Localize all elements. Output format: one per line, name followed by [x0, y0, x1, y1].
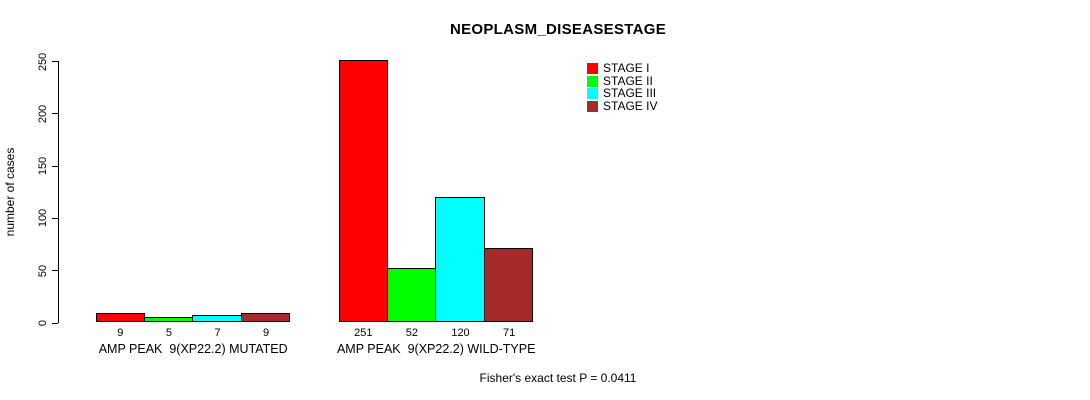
bar-stage-iii-amp-peak-9-xp22-2-wild-type [435, 196, 485, 323]
bar-stage-iii-amp-peak-9-xp22-2-mutated [192, 315, 242, 323]
y-axis-tick-250 [52, 61, 58, 62]
legend-label-stage-iv: STAGE IV [603, 99, 658, 114]
y-axis-tick-0 [52, 322, 58, 324]
legend-swatch-stage-iii [587, 88, 598, 100]
legend-item-stage-ii: STAGE II [587, 73, 657, 88]
legend: STAGE I STAGE II STAGE III STAGE IV [587, 62, 657, 113]
y-axis-tick-150 [52, 165, 58, 167]
y-axis-tick-label-100: 100 [37, 209, 49, 228]
bar-value-label-stage-iii-amp-peak-9-xp22-2-wild-type: 120 [451, 327, 470, 339]
y-axis-tick-100 [52, 217, 58, 219]
y-axis-tick-label-0: 0 [37, 319, 49, 327]
y-axis-label: number of cases [3, 147, 17, 237]
bar-stage-iv-amp-peak-9-xp22-2-wild-type [483, 248, 534, 323]
legend-label-stage-iii: STAGE III [603, 86, 657, 101]
y-axis-line [58, 61, 59, 323]
y-axis-tick-200 [52, 113, 58, 115]
bar-stage-iv-amp-peak-9-xp22-2-mutated [240, 313, 291, 323]
annotation-fisher-test: Fisher's exact test P = 0.0411 [479, 371, 637, 385]
bar-stage-i-amp-peak-9-xp22-2-wild-type [339, 59, 388, 323]
bar-value-label-stage-iii-amp-peak-9-xp22-2-mutated: 7 [214, 327, 221, 339]
legend-label-stage-ii: STAGE II [603, 73, 653, 88]
bar-value-label-stage-iv-amp-peak-9-xp22-2-wild-type: 71 [502, 327, 516, 339]
bar-stage-ii-amp-peak-9-xp22-2-wild-type [386, 268, 437, 323]
category-label-amp-peak-9-xp22-2-mutated: AMP PEAK 9(XP22.2) MUTATED [98, 342, 288, 356]
bar-stage-ii-amp-peak-9-xp22-2-mutated [143, 317, 194, 323]
y-axis-tick-50 [52, 270, 58, 272]
legend-item-stage-iv: STAGE IV [587, 100, 657, 113]
legend-label-stage-i: STAGE I [603, 61, 650, 75]
y-axis-tick-label-250: 250 [37, 52, 49, 71]
bar-value-label-stage-i-amp-peak-9-xp22-2-wild-type: 251 [354, 327, 373, 339]
bar-stage-i-amp-peak-9-xp22-2-mutated [96, 313, 145, 323]
legend-swatch-stage-ii [587, 75, 598, 87]
category-label-amp-peak-9-xp22-2-wild-type: AMP PEAK 9(XP22.2) WILD-TYPE [336, 342, 536, 356]
chart-title: NEOPLASM_DISEASESTAGE [449, 21, 667, 38]
legend-swatch-stage-i [587, 62, 598, 74]
y-axis-tick-label-200: 200 [37, 104, 49, 123]
legend-item-stage-i: STAGE I [587, 62, 657, 75]
legend-swatch-stage-iv [587, 100, 598, 112]
bar-value-label-stage-ii-amp-peak-9-xp22-2-wild-type: 52 [405, 327, 419, 339]
bar-value-label-stage-i-amp-peak-9-xp22-2-mutated: 9 [117, 327, 124, 339]
bar-value-label-stage-ii-amp-peak-9-xp22-2-mutated: 5 [165, 327, 172, 339]
y-axis-tick-label-150: 150 [37, 156, 49, 176]
y-axis-tick-label-50: 50 [37, 264, 49, 277]
bar-value-label-stage-iv-amp-peak-9-xp22-2-mutated: 9 [263, 327, 270, 339]
legend-item-stage-iii: STAGE III [587, 87, 657, 100]
